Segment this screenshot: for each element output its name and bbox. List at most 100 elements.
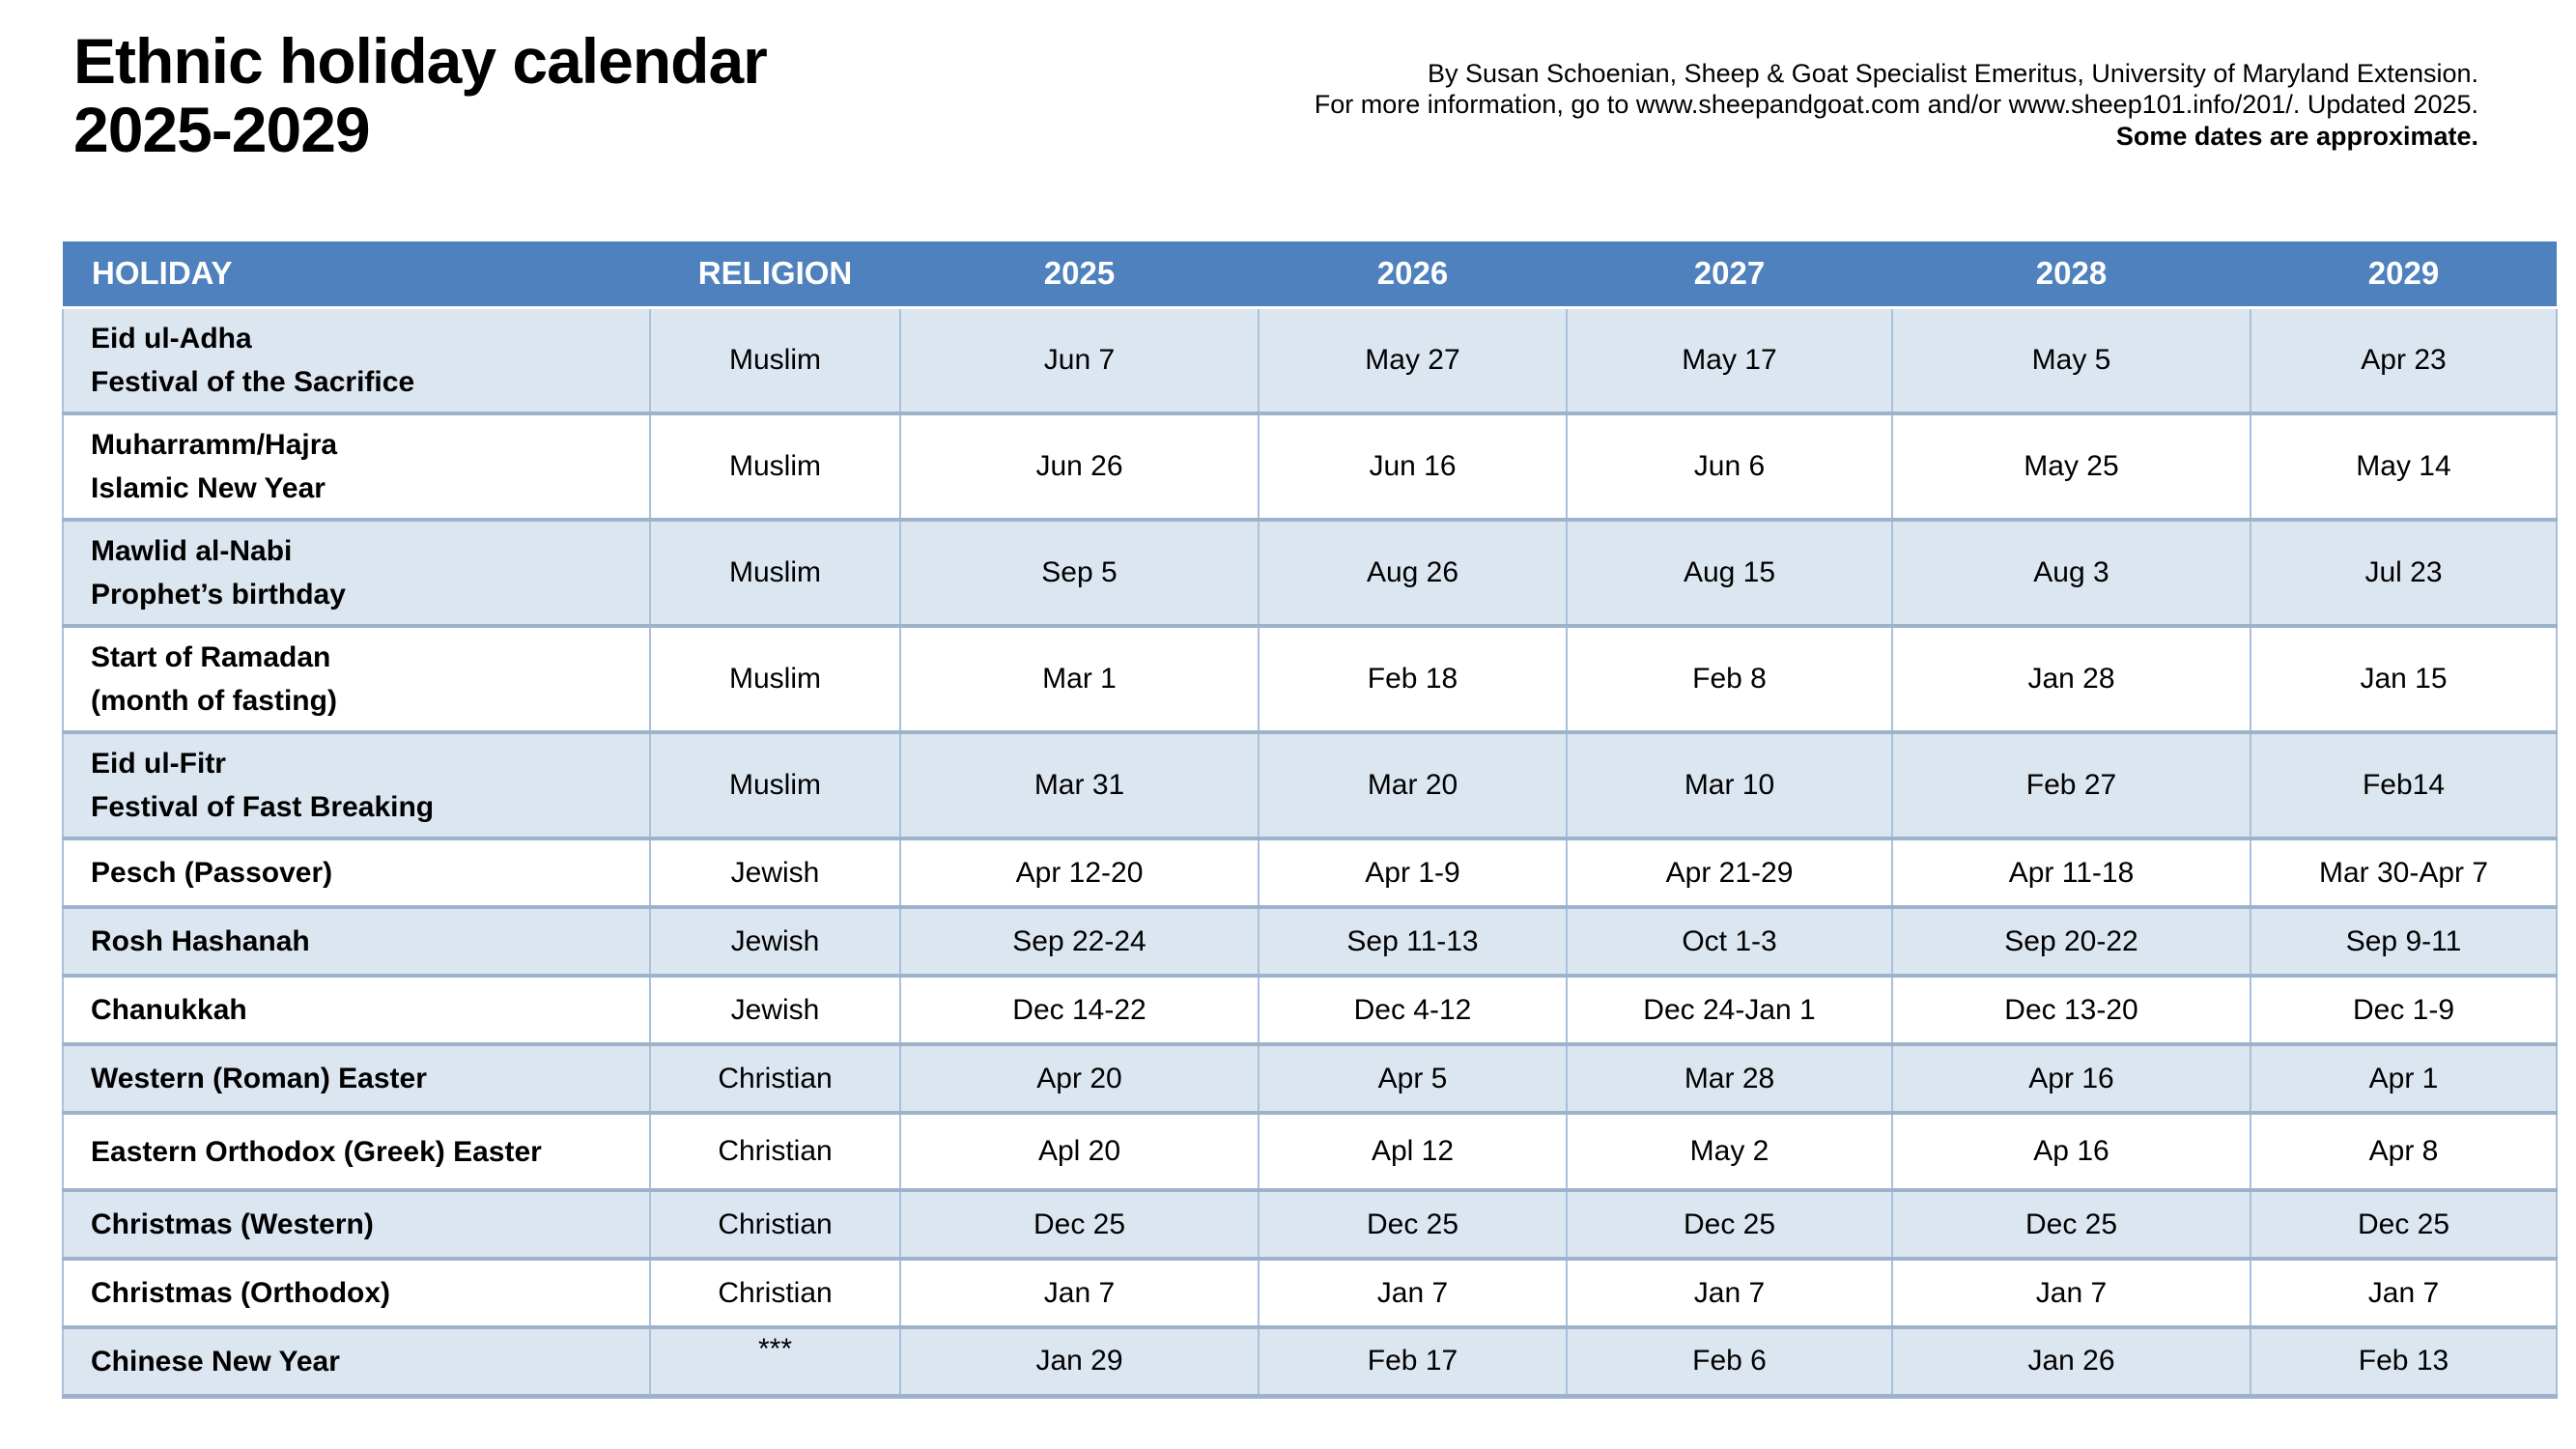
date-cell: Jan 7 bbox=[2250, 1259, 2558, 1329]
holiday-subtitle: (month of fasting) bbox=[91, 685, 337, 717]
date-cell: Apr 5 bbox=[1258, 1044, 1568, 1115]
date-cell: Apr 23 bbox=[2250, 307, 2558, 415]
holiday-name: Muharramm/Hajra bbox=[91, 429, 338, 461]
column-header-2028: 2028 bbox=[1892, 242, 2250, 309]
date-cell: Jan 26 bbox=[1891, 1327, 2251, 1399]
holiday-name: Eid ul-Adha bbox=[91, 322, 252, 355]
religion-cell: Jewish bbox=[649, 976, 901, 1046]
date-cell: Jan 15 bbox=[2250, 626, 2558, 734]
holiday-subtitle: Prophet’s birthday bbox=[91, 579, 346, 611]
date-cell: Dec 14-22 bbox=[899, 976, 1260, 1046]
table-row: Start of Ramadan (month of fasting) Musl… bbox=[62, 626, 2558, 734]
date-cell: Jan 7 bbox=[1566, 1259, 1893, 1329]
date-cell: May 5 bbox=[1891, 307, 2251, 415]
date-cell: Feb 18 bbox=[1258, 626, 1568, 734]
holiday-name-cell: Christmas (Western) bbox=[62, 1190, 651, 1261]
date-cell: Jun 16 bbox=[1258, 413, 1568, 522]
table-row: Western (Roman) Easter Christian Apr 20 … bbox=[62, 1044, 2558, 1115]
holiday-name: Chanukkah bbox=[91, 994, 247, 1026]
date-cell: Jan 7 bbox=[1258, 1259, 1568, 1329]
holiday-name-cell: Western (Roman) Easter bbox=[62, 1044, 651, 1115]
date-cell: Jan 28 bbox=[1891, 626, 2251, 734]
column-header-2029: 2029 bbox=[2250, 242, 2557, 309]
date-cell: Oct 1-3 bbox=[1566, 907, 1893, 978]
date-cell: Mar 30-Apr 7 bbox=[2250, 838, 2558, 909]
table-row: Mawlid al-Nabi Prophet’s birthday Muslim… bbox=[62, 520, 2558, 628]
column-header-religion: RELIGION bbox=[650, 242, 900, 309]
date-cell: Mar 10 bbox=[1566, 732, 1893, 840]
page-title: Ethnic holiday calendar 2025-2029 bbox=[73, 25, 768, 166]
attribution-line1: By Susan Schoenian, Sheep & Goat Special… bbox=[1427, 59, 2478, 88]
date-cell: Sep 5 bbox=[899, 520, 1260, 628]
date-cell: Mar 28 bbox=[1566, 1044, 1893, 1115]
holiday-name: Eastern Orthodox (Greek) Easter bbox=[91, 1135, 542, 1168]
date-cell: Jun 6 bbox=[1566, 413, 1893, 522]
holiday-subtitle: Islamic New Year bbox=[91, 472, 326, 504]
holiday-name: Chinese New Year bbox=[91, 1345, 340, 1378]
holiday-name-cell: Muharramm/Hajra Islamic New Year bbox=[62, 413, 651, 522]
religion-cell: Jewish bbox=[649, 838, 901, 909]
holiday-subtitle: Festival of the Sacrifice bbox=[91, 365, 415, 398]
page-title-line2: 2025-2029 bbox=[73, 94, 371, 166]
date-cell: Apr 8 bbox=[2250, 1113, 2558, 1192]
page-title-line1: Ethnic holiday calendar bbox=[73, 25, 768, 97]
date-cell: Apr 21-29 bbox=[1566, 838, 1893, 909]
holiday-name-cell: Chanukkah bbox=[62, 976, 651, 1046]
date-cell: Dec 25 bbox=[1891, 1190, 2251, 1261]
date-cell: Feb 13 bbox=[2250, 1327, 2558, 1399]
date-cell: Dec 1-9 bbox=[2250, 976, 2558, 1046]
date-cell: Mar 1 bbox=[899, 626, 1260, 734]
date-cell: Dec 25 bbox=[1566, 1190, 1893, 1261]
attribution-line3: Some dates are approximate. bbox=[2115, 121, 2478, 151]
holiday-name: Christmas (Western) bbox=[91, 1208, 374, 1240]
holiday-name: Rosh Hashanah bbox=[91, 925, 310, 957]
table-row: Pesch (Passover) Jewish Apr 12-20 Apr 1-… bbox=[62, 838, 2558, 909]
date-cell: Mar 31 bbox=[899, 732, 1260, 840]
holiday-name-cell: Christmas (Orthodox) bbox=[62, 1259, 651, 1329]
holiday-name-cell: Pesch (Passover) bbox=[62, 838, 651, 909]
date-cell: Apr 12-20 bbox=[899, 838, 1260, 909]
religion-cell: *** bbox=[649, 1327, 901, 1399]
holiday-name: Mawlid al-Nabi bbox=[91, 535, 293, 567]
holiday-subtitle: Festival of Fast Breaking bbox=[91, 791, 435, 823]
holiday-name: Christmas (Orthodox) bbox=[91, 1277, 391, 1309]
holiday-name: Pesch (Passover) bbox=[91, 857, 333, 889]
attribution-line2: For more information, go to www.sheepand… bbox=[1314, 90, 2478, 120]
date-cell: Aug 3 bbox=[1891, 520, 2251, 628]
date-cell: May 27 bbox=[1258, 307, 1568, 415]
holiday-name-cell: Eid ul-Fitr Festival of Fast Breaking bbox=[62, 732, 651, 840]
date-cell: Dec 25 bbox=[1258, 1190, 1568, 1261]
date-cell: Ap 16 bbox=[1891, 1113, 2251, 1192]
date-cell: Feb14 bbox=[2250, 732, 2558, 840]
date-cell: Jul 23 bbox=[2250, 520, 2558, 628]
date-cell: Sep 9-11 bbox=[2250, 907, 2558, 978]
column-header-2026: 2026 bbox=[1259, 242, 1567, 309]
date-cell: Aug 26 bbox=[1258, 520, 1568, 628]
date-cell: Dec 25 bbox=[899, 1190, 1260, 1261]
date-cell: Sep 22-24 bbox=[899, 907, 1260, 978]
table-header-row: HOLIDAY RELIGION 2025 2026 2027 2028 202… bbox=[63, 242, 2557, 309]
date-cell: May 25 bbox=[1891, 413, 2251, 522]
date-cell: Dec 4-12 bbox=[1258, 976, 1568, 1046]
date-cell: Feb 27 bbox=[1891, 732, 2251, 840]
table-row: Muharramm/Hajra Islamic New Year Muslim … bbox=[62, 413, 2558, 522]
table-row: Eid ul-Fitr Festival of Fast Breaking Mu… bbox=[62, 732, 2558, 840]
date-cell: Feb 17 bbox=[1258, 1327, 1568, 1399]
date-cell: Sep 20-22 bbox=[1891, 907, 2251, 978]
date-cell: Jun 26 bbox=[899, 413, 1260, 522]
column-header-2025: 2025 bbox=[900, 242, 1259, 309]
table-row: Christmas (Western) Christian Dec 25 Dec… bbox=[62, 1190, 2558, 1261]
date-cell: Apr 11-18 bbox=[1891, 838, 2251, 909]
date-cell: Mar 20 bbox=[1258, 732, 1568, 840]
date-cell: Sep 11-13 bbox=[1258, 907, 1568, 978]
religion-cell: Jewish bbox=[649, 907, 901, 978]
attribution-text: By Susan Schoenian, Sheep & Goat Special… bbox=[1315, 58, 2478, 152]
table-row: Eastern Orthodox (Greek) Easter Christia… bbox=[62, 1113, 2558, 1192]
table-row: Christmas (Orthodox) Christian Jan 7 Jan… bbox=[62, 1259, 2558, 1329]
date-cell: May 17 bbox=[1566, 307, 1893, 415]
date-cell: Dec 25 bbox=[2250, 1190, 2558, 1261]
date-cell: Aug 15 bbox=[1566, 520, 1893, 628]
holiday-name-cell: Chinese New Year bbox=[62, 1327, 651, 1399]
column-header-holiday: HOLIDAY bbox=[63, 242, 650, 309]
date-cell: Jan 7 bbox=[899, 1259, 1260, 1329]
